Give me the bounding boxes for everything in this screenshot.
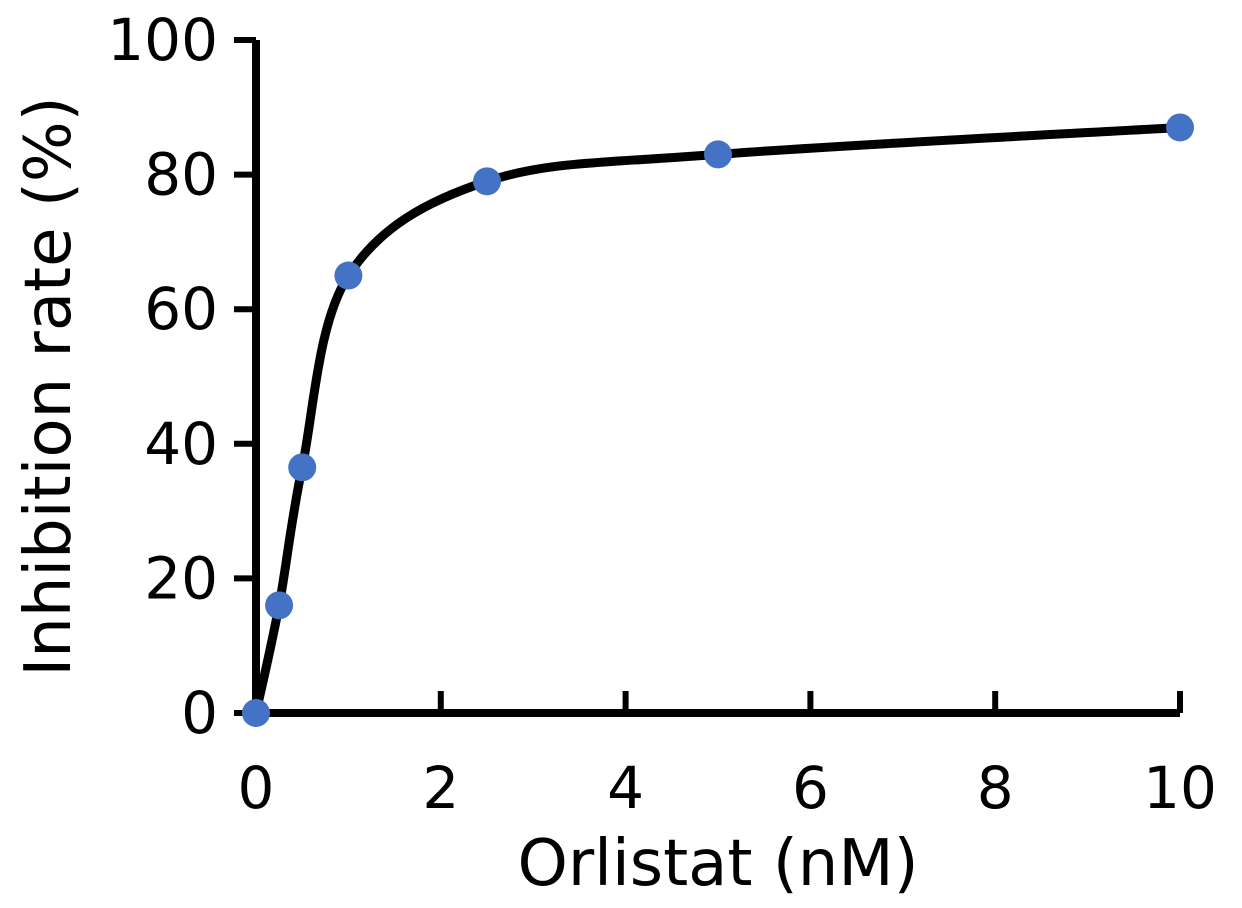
y-tick-label: 60 [144,275,218,343]
y-axis-title: Inhibition rate (%) [12,96,86,676]
data-point [242,699,270,727]
x-tick-label: 10 [1143,754,1217,822]
x-tick-label: 8 [977,754,1014,822]
axes: 0 20 40 60 80 100 0 2 4 6 8 10 [107,6,1217,822]
x-tick-label: 2 [422,754,459,822]
x-ticks: 0 2 4 6 8 10 [238,691,1217,822]
x-axis-title: Orlistat (nM) [517,827,918,901]
y-tick-label: 20 [144,544,218,612]
y-tick-label: 40 [144,410,218,478]
x-tick-label: 6 [792,754,829,822]
data-point [334,261,363,290]
y-tick-label: 0 [181,679,218,747]
y-ticks: 0 20 40 60 80 100 [107,6,256,747]
data-point [288,453,317,482]
y-tick-label: 100 [107,6,218,74]
data-point [704,140,732,169]
data-point [265,591,294,620]
fit-curve [251,122,1185,718]
data-points [242,113,1194,727]
y-tick-label: 80 [144,141,218,209]
x-tick-label: 0 [238,754,275,822]
x-tick-label: 4 [607,754,644,822]
data-point [1166,113,1194,142]
data-point [473,167,501,196]
